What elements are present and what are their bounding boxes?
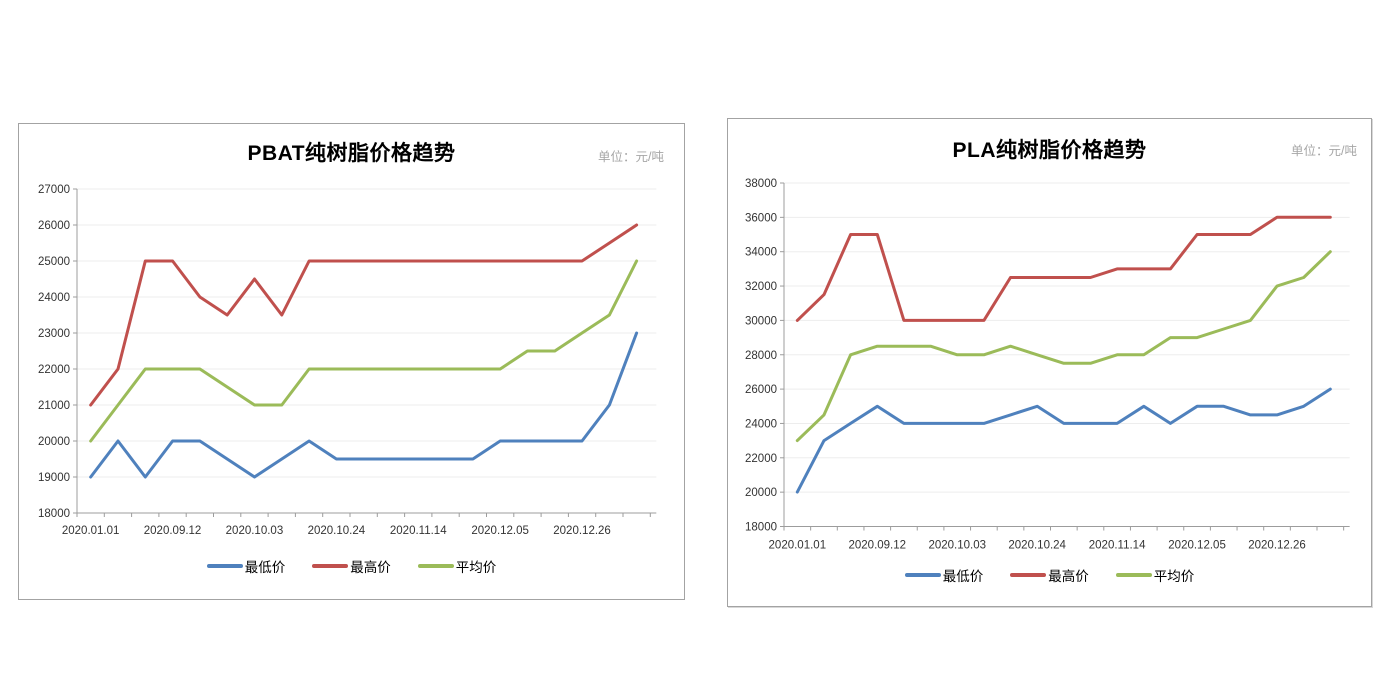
avg-line-swatch-icon (417, 564, 454, 568)
max-price-line (89, 223, 639, 407)
max-line-swatch-icon (1010, 573, 1047, 577)
pla-y-tick-label: 30000 (745, 315, 777, 327)
pbat-y-tick-label: 21000 (38, 400, 70, 412)
pbat-legend: 最低价 最高价 平均价 (19, 556, 684, 576)
pbat-y-tick-label: 22000 (38, 364, 70, 376)
pbat-y-tick-label: 24000 (38, 292, 70, 304)
pbat-y-tick-label: 18000 (38, 508, 70, 520)
pla-x-tick-label: 2020.10.24 (1008, 540, 1066, 552)
pbat-x-tick-label: 2020.11.14 (390, 525, 447, 537)
pbat-gridlines (77, 188, 657, 478)
pbat-chart-panel: PBAT纯树脂价格趋势 单位：元/吨 18000 19000 20000 21000 2… (18, 123, 685, 600)
legend-item-max: 最高价 (1010, 565, 1089, 585)
pla-y-tick-label: 36000 (745, 212, 777, 224)
pbat-x-tick-label: 2020.10.03 (226, 525, 284, 537)
avg-price-line (89, 259, 639, 443)
max-line-swatch-icon (312, 564, 349, 568)
legend-item-min: 最低价 (904, 565, 984, 585)
legend-label-avg: 平均价 (1153, 569, 1195, 584)
pla-x-tick-label: 2020.10.03 (928, 540, 986, 552)
legend-label-max: 最高价 (350, 560, 391, 575)
pbat-x-tick-label: 2020.10.24 (308, 525, 366, 537)
pla-x-tick-label: 2020.11.14 (1089, 540, 1146, 552)
pla-y-tick-label: 28000 (745, 350, 777, 362)
pla-x-tick-label: 2020.09.12 (848, 540, 906, 552)
legend-label-max: 最高价 (1048, 569, 1089, 584)
legend-item-avg: 平均价 (417, 556, 497, 576)
pbat-axes (73, 188, 657, 517)
pbat-y-tick-label: 27000 (38, 184, 70, 196)
min-price-line (89, 331, 639, 479)
pbat-unit-label: 单位：元/吨 (598, 150, 664, 164)
pbat-y-tick-label: 26000 (38, 220, 70, 232)
pla-unit-label: 单位：元/吨 (1291, 144, 1357, 158)
pla-y-tick-label: 24000 (745, 418, 777, 430)
min-line-swatch-icon (206, 564, 243, 568)
pbat-x-tick-label: 2020.12.26 (553, 525, 611, 537)
pbat-x-tick-label: 2020.01.01 (62, 525, 120, 537)
pbat-x-tick-label: 2020.09.12 (144, 525, 202, 537)
avg-line-swatch-icon (1115, 573, 1152, 577)
pla-y-tick-label: 38000 (745, 178, 777, 190)
max-price-line (795, 215, 1332, 322)
pla-y-tick-label: 18000 (745, 522, 777, 534)
pbat-y-tick-label: 20000 (38, 436, 70, 448)
pla-chart-title: PLA纯树脂价格趋势 (952, 139, 1147, 162)
pla-legend: 最低价 最高价 平均价 (728, 565, 1371, 585)
pla-y-tick-label: 32000 (745, 281, 777, 293)
pla-plot-area: 18000 20000 22000 24000 26000 28000 30000 32000… (745, 178, 1350, 552)
min-price-line (795, 387, 1332, 494)
pbat-y-tick-label: 19000 (38, 472, 70, 484)
pbat-y-tick-label: 25000 (38, 256, 70, 268)
pbat-chart-title: PBAT纯树脂价格趋势 (247, 142, 456, 165)
legend-item-avg: 平均价 (1115, 565, 1195, 585)
pbat-x-tick-label: 2020.12.05 (471, 525, 529, 537)
pla-chart-panel: PLA纯树脂价格趋势 单位：元/吨 18000 20000 22000 24000 26… (727, 118, 1372, 607)
pbat-y-axis-labels: 18000 19000 20000 21000 22000 23000 24000 25000… (38, 184, 70, 520)
pla-axes (780, 182, 1350, 531)
pla-x-tick-label: 2020.01.01 (769, 540, 827, 552)
legend-label-avg: 平均价 (455, 560, 497, 575)
pla-y-tick-label: 26000 (745, 384, 777, 396)
legend-label-min: 最低价 (942, 569, 984, 584)
pla-x-axis-labels: 2020.01.01 2020.09.12 2020.10.03 2020.10.24… (769, 540, 1306, 552)
pbat-plot-area: 18000 19000 20000 21000 22000 23000 24000 25000… (38, 184, 657, 537)
pbat-x-axis-labels: 2020.01.01 2020.09.12 2020.10.03 2020.10.24… (62, 525, 611, 537)
avg-price-line (795, 250, 1332, 443)
legend-item-max: 最高价 (312, 556, 391, 576)
pla-y-tick-label: 34000 (745, 247, 777, 259)
min-line-swatch-icon (904, 573, 941, 577)
legend-item-min: 最低价 (206, 556, 286, 576)
pla-gridlines (784, 182, 1350, 493)
pla-x-tick-label: 2020.12.05 (1168, 540, 1226, 552)
pla-y-tick-label: 20000 (745, 487, 777, 499)
pla-y-tick-label: 22000 (745, 453, 777, 465)
pla-y-axis-labels: 18000 20000 22000 24000 26000 28000 30000 32000… (745, 178, 777, 534)
legend-label-min: 最低价 (244, 560, 286, 575)
pbat-y-tick-label: 23000 (38, 328, 70, 340)
pla-x-tick-label: 2020.12.26 (1248, 540, 1306, 552)
